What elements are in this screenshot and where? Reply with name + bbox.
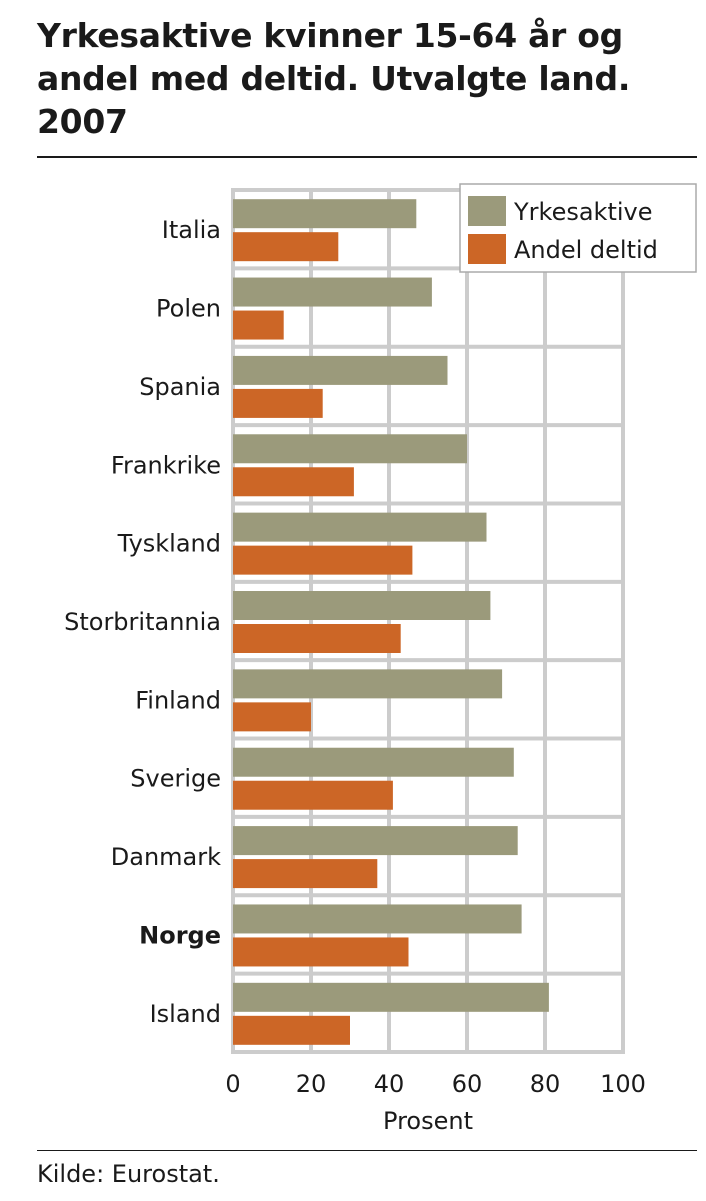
bar-andel-deltid-finland: [233, 702, 311, 732]
category-label: Norge: [139, 921, 221, 949]
legend-label: Yrkesaktive: [513, 198, 653, 226]
category-label: Storbritannia: [64, 608, 221, 636]
source-divider: [37, 1150, 697, 1151]
legend: Yrkesaktive Andel deltid: [459, 183, 697, 273]
bar-andel-deltid-italia: [233, 232, 339, 262]
category-label: Sverige: [130, 765, 221, 793]
category-label: Danmark: [111, 843, 221, 871]
category-label: Italia: [162, 216, 221, 244]
bars: [233, 199, 549, 1045]
title-divider: [37, 156, 697, 158]
x-tick-label: 80: [530, 1070, 561, 1098]
bar-andel-deltid-norge: [233, 937, 409, 967]
bar-yrkesaktive-italia: [233, 199, 417, 229]
bar-andel-deltid-danmark: [233, 859, 378, 889]
x-tick-label: 20: [296, 1070, 327, 1098]
bar-yrkesaktive-sverige: [233, 747, 514, 777]
bar-yrkesaktive-storbritannia: [233, 591, 491, 620]
x-tick-labels: 0 20 40 60 80 100: [225, 1070, 646, 1098]
legend-swatch-andel-deltid: [468, 234, 506, 264]
bar-yrkesaktive-spania: [233, 355, 448, 385]
bar-yrkesaktive-finland: [233, 669, 503, 699]
bar-yrkesaktive-norge: [233, 904, 522, 934]
bar-yrkesaktive-frankrike: [233, 434, 467, 464]
x-axis-title: Prosent: [383, 1107, 473, 1135]
bar-andel-deltid-spania: [233, 388, 323, 418]
bar-andel-deltid-polen: [233, 310, 284, 340]
source-note: Kilde: Eurostat.: [37, 1160, 220, 1188]
x-tick-label: 60: [452, 1070, 483, 1098]
category-label: Frankrike: [111, 451, 221, 479]
x-tick-label: 40: [374, 1070, 405, 1098]
legend-label: Andel deltid: [514, 236, 658, 264]
bar-yrkesaktive-polen: [233, 277, 432, 307]
x-tick-label: 0: [225, 1070, 240, 1098]
legend-swatch-yrkesaktive: [468, 196, 506, 226]
bar-andel-deltid-sverige: [233, 780, 393, 810]
bar-andel-deltid-island: [233, 1015, 350, 1045]
category-labels: Italia Polen Spania Frankrike Tyskland Storbr…: [64, 216, 221, 1028]
bar-yrkesaktive-danmark: [233, 826, 518, 856]
category-label: Tyskland: [117, 530, 221, 558]
bar-yrkesaktive-tyskland: [233, 512, 487, 542]
bar-yrkesaktive-island: [233, 982, 549, 1012]
chart-title: Yrkesaktive kvinner 15-64 år og andel me…: [37, 16, 631, 141]
category-label: Island: [150, 1000, 221, 1028]
category-label: Spania: [139, 373, 221, 401]
category-label: Polen: [156, 295, 221, 323]
x-tick-label: 100: [600, 1070, 646, 1098]
bar-andel-deltid-tyskland: [233, 545, 413, 575]
category-label: Finland: [135, 686, 221, 714]
bar-andel-deltid-frankrike: [233, 467, 354, 497]
bar-chart: Italia Polen Spania Frankrike Tyskland Storbr…: [64, 183, 697, 1135]
bar-andel-deltid-storbritannia: [233, 624, 401, 653]
